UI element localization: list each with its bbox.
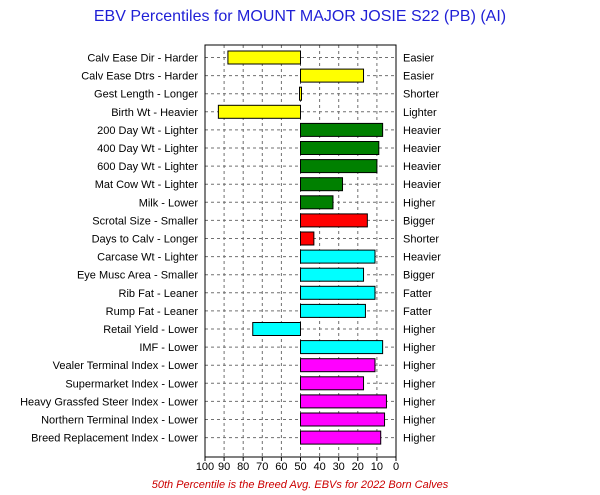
row-label-left: 600 Day Wt - Lighter bbox=[97, 161, 198, 173]
row-label-left: Heavy Grassfed Steer Index - Lower bbox=[20, 396, 198, 408]
bar-3 bbox=[217, 104, 301, 119]
x-tick-label: 20 bbox=[352, 461, 364, 473]
row-label-left: Calv Ease Dir - Harder bbox=[87, 53, 198, 65]
row-label-left: Milk - Lower bbox=[139, 197, 199, 209]
row-label-left: Rib Fat - Leaner bbox=[119, 288, 199, 300]
bar-13 bbox=[300, 285, 376, 300]
x-tick-label: 90 bbox=[218, 461, 230, 473]
row-label-left: 400 Day Wt - Lighter bbox=[97, 143, 198, 155]
row-label-right: Higher bbox=[403, 378, 436, 390]
x-tick-label: 60 bbox=[275, 461, 287, 473]
bar-8 bbox=[300, 195, 334, 210]
row-label-right: Higher bbox=[403, 342, 436, 354]
row-label-left: Breed Replacement Index - Lower bbox=[31, 433, 198, 445]
x-tick-label: 30 bbox=[333, 461, 345, 473]
row-label-left: Supermarket Index - Lower bbox=[65, 378, 198, 390]
row-label-right: Easier bbox=[403, 53, 435, 65]
x-tick-label: 50 bbox=[294, 461, 306, 473]
row-label-right: Higher bbox=[403, 360, 436, 372]
row-label-left: Eye Musc Area - Smaller bbox=[77, 270, 198, 282]
row-label-right: Bigger bbox=[403, 270, 435, 282]
row-label-right: Higher bbox=[403, 433, 436, 445]
bar-18 bbox=[300, 376, 365, 391]
row-label-left: Vealer Terminal Index - Lower bbox=[53, 360, 199, 372]
row-label-left: Scrotal Size - Smaller bbox=[92, 215, 198, 227]
bar-layer bbox=[217, 50, 387, 445]
row-label-right: Higher bbox=[403, 396, 436, 408]
bar-0 bbox=[227, 50, 301, 65]
bar-11 bbox=[300, 249, 376, 264]
row-label-right: Shorter bbox=[403, 234, 439, 246]
x-tick-label: 10 bbox=[371, 461, 383, 473]
bar-1 bbox=[300, 68, 365, 83]
x-tick-label: 80 bbox=[237, 461, 249, 473]
row-label-left: Days to Calv - Longer bbox=[92, 234, 199, 246]
row-label-left: Birth Wt - Heavier bbox=[111, 107, 198, 119]
row-label-left: Calv Ease Dtrs - Harder bbox=[81, 71, 198, 83]
bar-19 bbox=[300, 394, 387, 409]
x-tick-label: 70 bbox=[256, 461, 268, 473]
bar-20 bbox=[300, 412, 386, 427]
row-label-left: Northern Terminal Index - Lower bbox=[41, 415, 198, 427]
bar-7 bbox=[300, 177, 344, 192]
x-tick-label: 0 bbox=[393, 461, 399, 473]
row-label-right: Heavier bbox=[403, 252, 441, 264]
row-label-right: Heavier bbox=[403, 179, 441, 191]
x-tick-label: 100 bbox=[196, 461, 214, 473]
bar-21 bbox=[300, 430, 382, 445]
label-layer: Calv Ease Dir - Harder Easier Calv Ease Dt… bbox=[20, 53, 441, 445]
x-tick-label: 40 bbox=[313, 461, 325, 473]
row-label-left: Mat Cow Wt - Lighter bbox=[95, 179, 199, 191]
row-label-right: Fatter bbox=[403, 306, 432, 318]
row-label-right: Lighter bbox=[403, 107, 437, 119]
row-label-left: Rump Fat - Leaner bbox=[106, 306, 199, 318]
row-label-right: Heavier bbox=[403, 125, 441, 137]
row-label-right: Higher bbox=[403, 197, 436, 209]
chart-title: EBV Percentiles for MOUNT MAJOR JOSIE S2… bbox=[94, 8, 506, 25]
bar-14 bbox=[300, 303, 366, 318]
row-label-left: Carcase Wt - Lighter bbox=[97, 252, 198, 264]
bar-6 bbox=[300, 159, 378, 174]
chart-footnote: 50th Percentile is the Breed Avg. EBVs f… bbox=[152, 479, 449, 491]
row-label-right: Higher bbox=[403, 324, 436, 336]
tick-layer: 100 90 80 70 60 50 40 30 20 10 0 bbox=[196, 457, 399, 473]
bar-9 bbox=[300, 213, 368, 228]
row-label-left: 200 Day Wt - Lighter bbox=[97, 125, 198, 137]
bar-5 bbox=[300, 141, 380, 155]
row-label-right: Shorter bbox=[403, 89, 439, 101]
row-label-right: Bigger bbox=[403, 215, 435, 227]
bar-16 bbox=[300, 340, 384, 355]
bar-10 bbox=[300, 231, 315, 246]
bar-17 bbox=[300, 358, 376, 373]
row-label-right: Heavier bbox=[403, 161, 441, 173]
row-label-right: Heavier bbox=[403, 143, 441, 155]
bar-15 bbox=[252, 322, 301, 336]
bar-4 bbox=[300, 122, 384, 137]
row-label-right: Fatter bbox=[403, 288, 432, 300]
bar-12 bbox=[300, 267, 365, 282]
row-label-right: Easier bbox=[403, 71, 435, 83]
row-label-left: Retail Yield - Lower bbox=[103, 324, 198, 336]
row-label-left: IMF - Lower bbox=[139, 342, 198, 354]
row-label-right: Higher bbox=[403, 415, 436, 427]
row-label-left: Gest Length - Longer bbox=[94, 89, 198, 101]
bar-2 bbox=[299, 86, 302, 101]
